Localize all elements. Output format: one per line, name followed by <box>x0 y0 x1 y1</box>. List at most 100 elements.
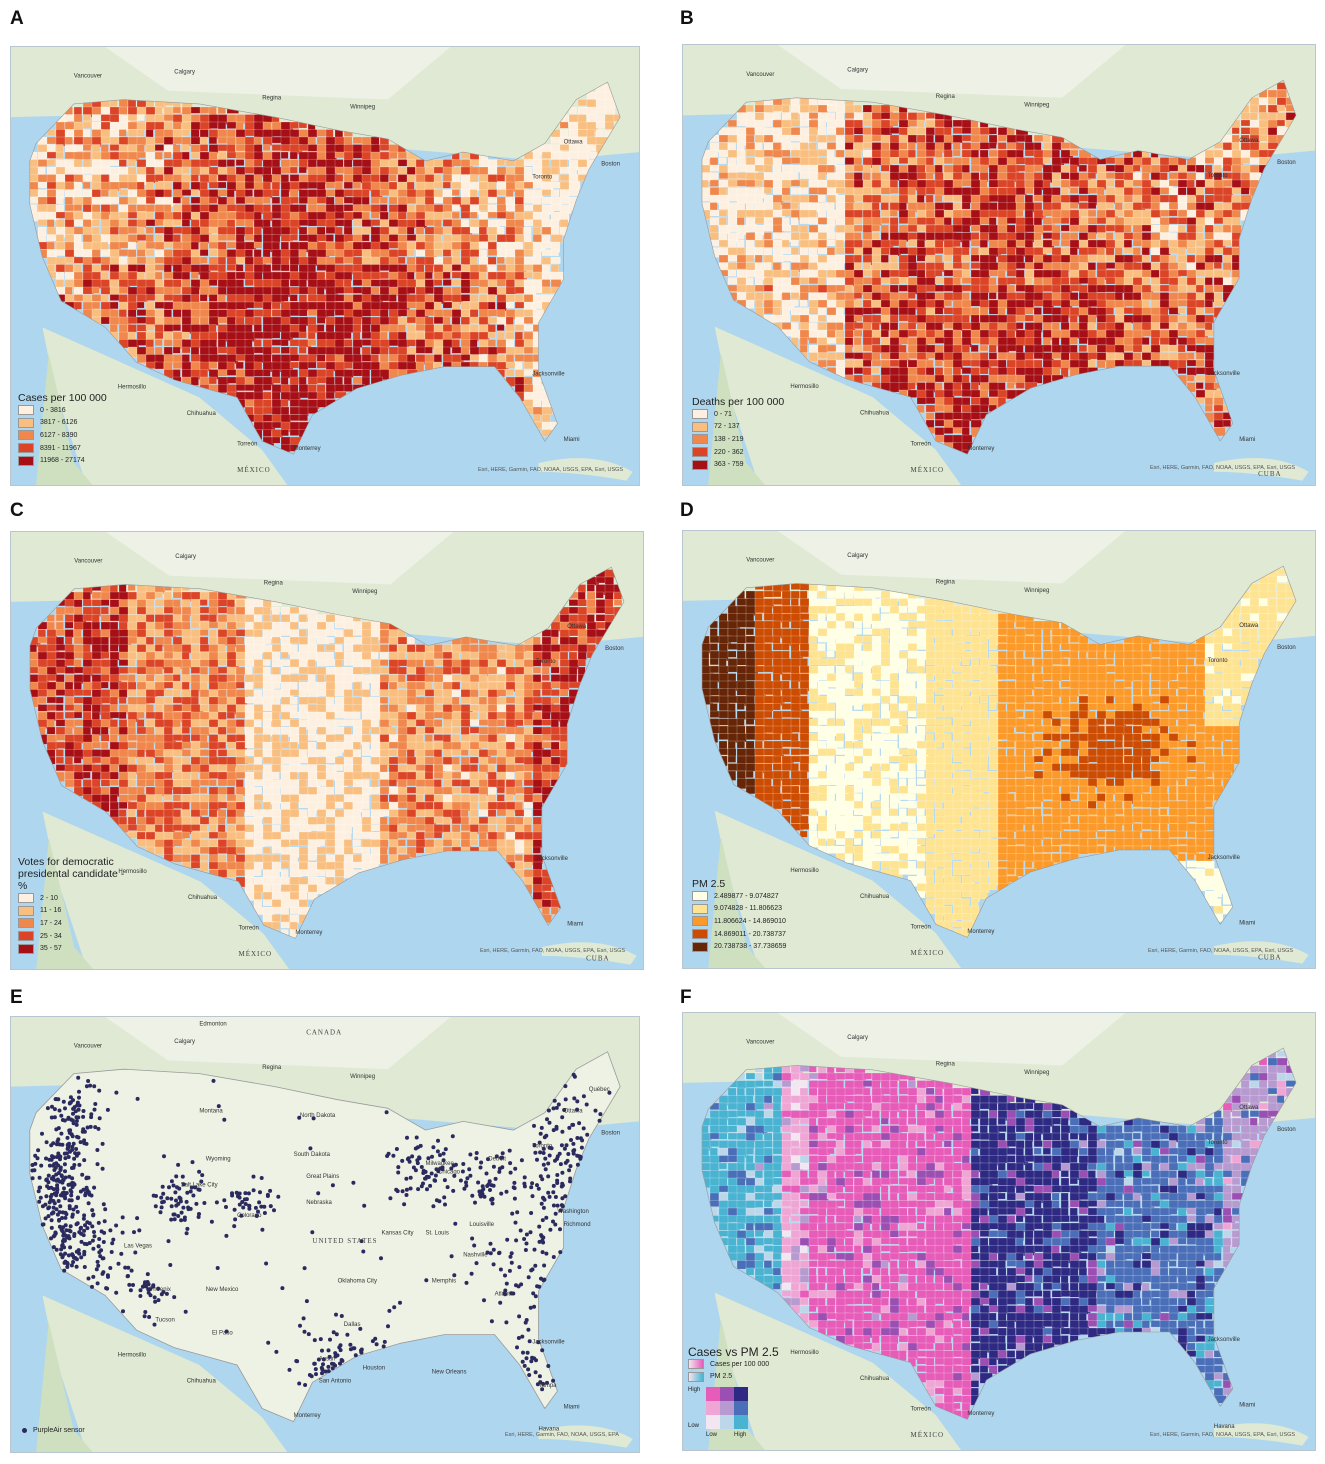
sensor-point <box>379 1256 383 1261</box>
sensor-point <box>159 1195 164 1200</box>
sensor-point <box>63 1210 68 1215</box>
sensor-point <box>287 1367 292 1372</box>
place-label: Vancouver <box>746 72 774 78</box>
sensor-point <box>82 1213 87 1218</box>
sensor-point <box>191 1193 196 1198</box>
sensor-point <box>443 1147 448 1152</box>
sensor-point <box>59 1173 64 1178</box>
sensor-point <box>81 1114 86 1119</box>
sensor-point <box>543 1167 548 1172</box>
sensor-point <box>478 1194 483 1199</box>
sensor-point <box>530 1181 535 1186</box>
sensor-point <box>81 1109 86 1113</box>
sensor-point <box>433 1173 438 1178</box>
sensor-point <box>214 1200 219 1205</box>
sensor-point <box>453 1221 458 1226</box>
sensor-point <box>486 1182 491 1187</box>
legend-item: 14.869011 - 20.738737 <box>692 928 822 941</box>
sensor-point <box>491 1164 496 1169</box>
bivariate-x-low: Low <box>706 1432 718 1439</box>
place-label: Chihuahua <box>187 1378 217 1384</box>
sensor-point <box>172 1217 177 1222</box>
sensor-point <box>541 1278 546 1283</box>
legend-item: 72 - 137 <box>692 421 802 434</box>
bivariate-cell <box>720 1401 734 1416</box>
sensor-point <box>52 1233 57 1238</box>
sensor-point <box>348 1347 353 1352</box>
map-attribution: Esri, HERE, Garmin, FAO, NOAA, USGS, EPA… <box>478 467 624 473</box>
sensor-point <box>93 1125 98 1130</box>
legend-item: Cases per 100 000 <box>688 1358 818 1371</box>
place-label: Havana <box>539 1426 560 1432</box>
sensor-point <box>114 1090 119 1095</box>
sensor-point <box>522 1363 527 1368</box>
place-label: Regina <box>262 1065 282 1071</box>
legend-swatch <box>692 459 708 470</box>
place-label: Ottawa <box>564 1109 584 1115</box>
place-label: Las Vegas <box>124 1244 152 1250</box>
sensor-point <box>532 1304 537 1309</box>
sensor-point <box>257 1200 262 1205</box>
map-panel-c: Vancouver Calgary Regina Winnipeg Ottawa Toro… <box>10 531 644 970</box>
place-label: Torreón <box>237 442 257 448</box>
sensor-point <box>464 1280 469 1285</box>
sensor-point <box>239 1213 244 1218</box>
sensor-point <box>465 1176 470 1181</box>
sensor-point <box>404 1193 409 1197</box>
place-label: Québec <box>589 1087 610 1093</box>
sensor-point <box>92 1084 97 1089</box>
sensor-point <box>486 1157 490 1162</box>
sensor-point <box>58 1157 62 1162</box>
place-label: CUBA <box>1258 953 1281 961</box>
place-label: Jacksonville <box>1208 855 1241 861</box>
sensor-point <box>82 1228 87 1233</box>
sensor-point <box>66 1253 71 1258</box>
sensor-point <box>474 1261 479 1266</box>
sensor-point <box>67 1141 71 1146</box>
sensor-point <box>67 1204 72 1209</box>
sensor-point <box>90 1284 94 1289</box>
place-label: Edmonton <box>199 1022 226 1028</box>
sensor-point <box>60 1118 65 1122</box>
sensor-point <box>316 1191 321 1196</box>
panel-a-label: A <box>10 8 24 29</box>
sensor-point <box>563 1097 568 1102</box>
sensor-point <box>189 1185 194 1190</box>
sensor-point <box>513 1220 518 1225</box>
sensor-point <box>39 1163 44 1168</box>
sensor-point <box>553 1211 558 1216</box>
place-label: Chihuahua <box>188 895 218 901</box>
place-label: Toronto <box>1208 173 1229 179</box>
place-label: Calgary <box>847 67 868 73</box>
sensor-point <box>83 1223 87 1228</box>
sensor-point <box>70 1144 75 1149</box>
sensor-point <box>526 1275 531 1280</box>
sensor-point <box>72 1156 77 1161</box>
sensor-point <box>330 1366 335 1371</box>
sensor-point <box>142 1282 147 1287</box>
sensor-point <box>224 1205 228 1209</box>
sensor-point <box>185 1190 190 1195</box>
sensor-point <box>77 1095 81 1100</box>
sensor-point <box>522 1237 527 1241</box>
legend-label: Cases per 100 000 <box>710 1360 770 1368</box>
sensor-point <box>382 1339 387 1344</box>
sensor-point <box>200 1173 205 1178</box>
place-label: MÉXICO <box>911 466 945 474</box>
legend-sensors: PurpleAir sensor <box>22 1424 142 1437</box>
sensor-point <box>515 1345 519 1350</box>
place-label: CUBA <box>586 954 609 962</box>
sensor-point <box>86 1190 91 1195</box>
sensor-point <box>102 1230 107 1235</box>
place-label: St. Louis <box>426 1231 449 1237</box>
sensor-point <box>467 1167 472 1172</box>
sensor-point <box>488 1251 493 1256</box>
sensor-point <box>406 1156 411 1161</box>
sensor-point <box>297 1115 302 1120</box>
sensor-point <box>84 1084 89 1089</box>
place-label: Boston <box>1277 160 1296 166</box>
sensor-point <box>100 1256 105 1261</box>
sensor-point <box>449 1166 454 1171</box>
sensor-point <box>51 1155 56 1160</box>
sensor-point <box>85 1226 90 1231</box>
